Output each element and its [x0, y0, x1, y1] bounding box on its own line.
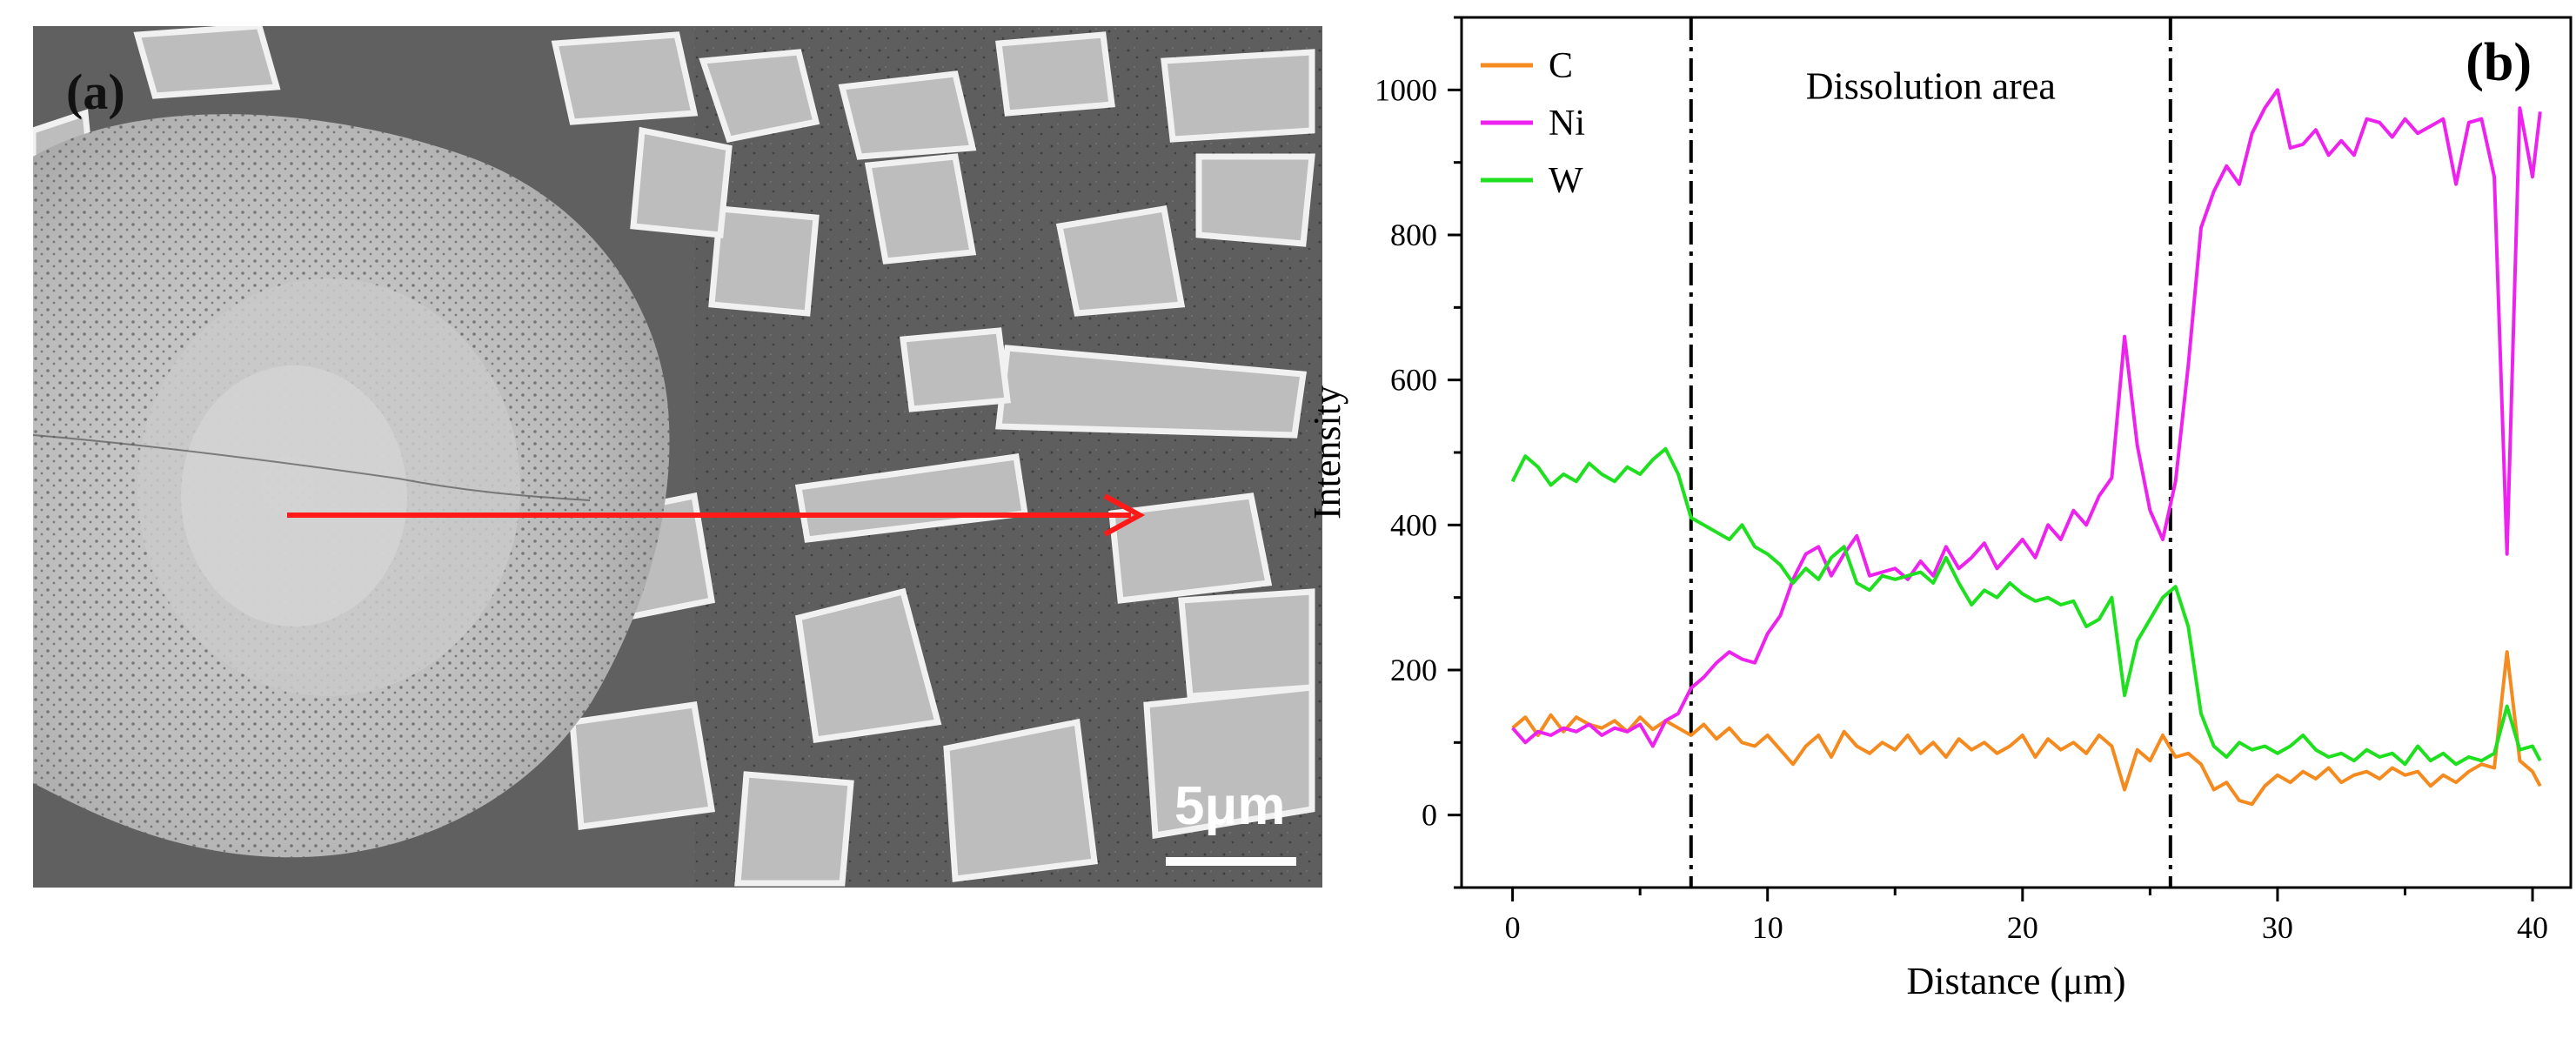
- x-tick-label: 30: [2262, 910, 2293, 945]
- x-tick-label: 20: [2007, 910, 2038, 945]
- scale-bar: 5μm: [1166, 776, 1296, 866]
- carbide-grains: [30, 23, 1315, 887]
- legend-label-w: W: [1549, 161, 1583, 201]
- panel-a-label: (a): [66, 64, 125, 120]
- y-tick-label: 800: [1390, 218, 1437, 252]
- y-tick-label: 400: [1390, 507, 1437, 542]
- y-tick-label: 600: [1390, 363, 1437, 398]
- boundary-lines: [1689, 17, 2172, 888]
- x-tick-label: 0: [1505, 910, 1521, 945]
- y-tick-label: 0: [1422, 798, 1437, 833]
- y-tick-label: 1000: [1375, 72, 1437, 107]
- sem-micrograph: (a) 5μm: [30, 23, 1322, 888]
- legend-label-c: C: [1549, 46, 1573, 86]
- panel-b-label: (b): [2466, 33, 2532, 92]
- series-line-w: [1510, 446, 2542, 767]
- sem-image-panel: (a) 5μm: [30, 23, 1322, 888]
- plot-area: [1460, 16, 2573, 889]
- y-axis: 0 200 400 600 800 1000: [1375, 16, 1462, 889]
- scale-bar-label: 5μm: [1174, 776, 1286, 836]
- x-axis: 0 10 20 30 40: [1505, 888, 2548, 945]
- x-axis-title: Distance (μm): [1906, 960, 2125, 1002]
- series-lines: [1510, 88, 2542, 807]
- series-line-ni: [1511, 88, 2542, 748]
- x-tick-label: 10: [1752, 910, 1783, 945]
- line-scan-chart-panel: 0 10 20 30 40 0 200 400 600 800 1000 Distance (μm…: [1305, 0, 2576, 1048]
- plot-frame: [1460, 16, 2573, 889]
- line-scan-chart: 0 10 20 30 40 0 200 400 600 800 1000 Distance (μm…: [1306, 16, 2573, 1002]
- series-line-c: [1511, 650, 2542, 807]
- dissolution-area-annotation: Dissolution area: [1806, 64, 2056, 107]
- y-tick-label: 200: [1390, 653, 1437, 687]
- legend-label-ni: Ni: [1549, 104, 1585, 144]
- y-axis-title: Intensity: [1306, 385, 1348, 519]
- x-tick-label: 40: [2517, 910, 2548, 945]
- legend: C Ni W: [1481, 46, 1585, 201]
- line-scan-arrow: [287, 493, 1146, 537]
